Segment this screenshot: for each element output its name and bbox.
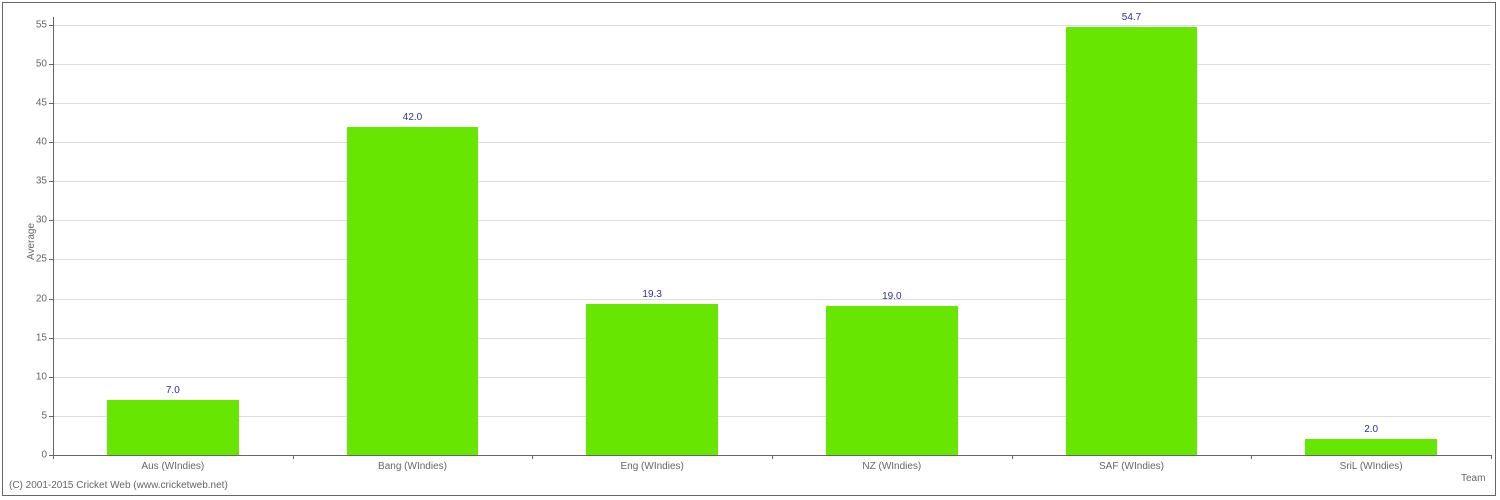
- gridline: [53, 181, 1491, 182]
- y-tick-label: 45: [36, 98, 47, 109]
- x-category-label: SAF (WIndies): [1099, 461, 1164, 472]
- gridline: [53, 299, 1491, 300]
- bar: [586, 304, 718, 455]
- x-category-label: Aus (WIndies): [141, 461, 204, 472]
- gridline: [53, 64, 1491, 65]
- y-tick-label: 55: [36, 19, 47, 30]
- x-tick-mark: [53, 455, 54, 459]
- gridline: [53, 416, 1491, 417]
- bar: [1305, 439, 1437, 455]
- copyright-text: (C) 2001-2015 Cricket Web (www.cricketwe…: [9, 480, 228, 491]
- gridline: [53, 377, 1491, 378]
- y-tick-label: 0: [41, 450, 47, 461]
- x-tick-mark: [1012, 455, 1013, 459]
- y-tick-label: 15: [36, 332, 47, 343]
- bar-value-label: 54.7: [1122, 12, 1141, 23]
- bar-value-label: 42.0: [403, 112, 422, 123]
- y-tick-label: 10: [36, 371, 47, 382]
- bar: [826, 306, 958, 455]
- gridline: [53, 259, 1491, 260]
- x-tick-mark: [532, 455, 533, 459]
- x-category-label: SriL (WIndies): [1340, 461, 1403, 472]
- y-tick-label: 50: [36, 58, 47, 69]
- bar-value-label: 2.0: [1364, 424, 1378, 435]
- bar: [347, 127, 479, 456]
- bar: [107, 400, 239, 455]
- bar-value-label: 7.0: [166, 385, 180, 396]
- y-tick-label: 5: [41, 410, 47, 421]
- x-category-label: Bang (WIndies): [378, 461, 447, 472]
- bar-value-label: 19.3: [642, 289, 661, 300]
- x-tick-mark: [772, 455, 773, 459]
- gridline: [53, 142, 1491, 143]
- gridline: [53, 338, 1491, 339]
- y-tick-label: 20: [36, 293, 47, 304]
- y-axis-title: Average: [26, 223, 37, 260]
- x-tick-mark: [1491, 455, 1492, 459]
- y-tick-label: 40: [36, 137, 47, 148]
- x-axis-title: Team: [1461, 473, 1485, 484]
- x-category-label: Eng (WIndies): [620, 461, 683, 472]
- y-tick-label: 35: [36, 176, 47, 187]
- bar: [1066, 27, 1198, 455]
- y-tick-label: 25: [36, 254, 47, 265]
- x-tick-mark: [1251, 455, 1252, 459]
- x-tick-mark: [293, 455, 294, 459]
- gridline: [53, 25, 1491, 26]
- gridline: [53, 220, 1491, 221]
- x-category-label: NZ (WIndies): [862, 461, 921, 472]
- bar-value-label: 19.0: [882, 291, 901, 302]
- y-axis-line: [53, 17, 54, 455]
- plot-area: 05101520253035404550557.0Aus (WIndies)42…: [53, 17, 1491, 455]
- y-tick-label: 30: [36, 215, 47, 226]
- chart-frame: 0 5 10 15 20 25 30 35 40 45 50 55 7.0 Aus (WIndies) 42…: [2, 2, 1496, 496]
- gridline: [53, 103, 1491, 104]
